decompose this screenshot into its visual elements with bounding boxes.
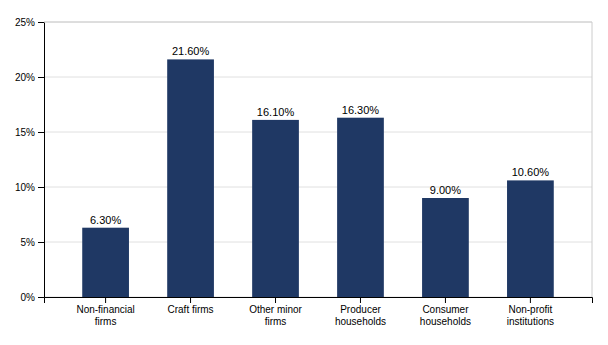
bars (82, 59, 554, 297)
tick-label-line: Producer (340, 304, 381, 315)
grid-line (44, 77, 592, 78)
tick-label-line: Other minor (249, 304, 302, 315)
axis-line (45, 298, 593, 304)
frame (592, 22, 593, 297)
x-axis: Non-financialfirmsCraft firmsOther minor… (45, 297, 593, 327)
y-axis: 0% 5% 10% 15% 20% 25% (15, 17, 45, 303)
tick: 0% (21, 292, 44, 303)
data-label: 16.30% (342, 104, 380, 116)
tick-mark (530, 297, 531, 303)
bar (252, 120, 299, 297)
chart: 0%5%10%15%20%25%Non-financialfirmsCraft … (0, 0, 608, 345)
bar (167, 59, 214, 297)
tick-label: Producerhouseholds (335, 304, 386, 327)
tick-mark (38, 22, 44, 23)
tick-label-line: Non-financial (76, 304, 134, 315)
tick-mark (38, 77, 44, 78)
bar (82, 228, 129, 297)
tick-mark (360, 297, 361, 303)
tick-mark (105, 297, 106, 303)
axis-line (38, 23, 45, 298)
data-label: 16.10% (257, 106, 295, 118)
grid (44, 22, 592, 297)
tick-label: 25% (15, 17, 35, 28)
tick: Producerhouseholds (335, 297, 386, 327)
tick-mark (275, 297, 276, 303)
tick-mark (190, 297, 191, 303)
tick-label: Other minorfirms (249, 304, 302, 327)
tick: Consumerhouseholds (420, 297, 471, 327)
tick-mark (38, 297, 44, 298)
data-label: 9.00% (430, 184, 461, 196)
tick: Craft firms (168, 297, 214, 315)
tick-label: 5% (21, 237, 36, 248)
tick: Non-financialfirms (76, 297, 134, 327)
grid-line (44, 22, 592, 23)
tick-label-line: firms (95, 316, 117, 327)
tick: 20% (15, 72, 44, 83)
tick-label-line: Non-profit (508, 304, 552, 315)
tick-mark (445, 297, 446, 303)
tick: Other minorfirms (249, 297, 302, 327)
data-label: 6.30% (90, 214, 121, 226)
plot: 0%5%10%15%20%25%Non-financialfirmsCraft … (15, 17, 593, 327)
frame (44, 22, 592, 23)
tick-mark (38, 132, 44, 133)
tick: 15% (15, 127, 44, 138)
bar (337, 118, 384, 297)
data-labels: 6.30% 21.60% 16.10% 16.30% 9.00% 10.60% (90, 45, 549, 225)
bar (422, 198, 469, 297)
tick: 25% (15, 17, 44, 28)
tick: Non-profitinstitutions (507, 297, 554, 327)
tick-mark (38, 187, 44, 188)
bar (507, 180, 554, 297)
tick-label: Non-profitinstitutions (507, 304, 554, 327)
tick-label: 0% (21, 292, 36, 303)
data-label: 21.60% (172, 45, 210, 57)
grid-line (44, 132, 592, 133)
tick-label-line: Craft firms (168, 304, 214, 315)
tick-label: 20% (15, 72, 35, 83)
tick-label-line: Consumer (422, 304, 469, 315)
tick-label: Non-financialfirms (76, 304, 134, 327)
tick-label-line: institutions (507, 316, 554, 327)
data-label: 10.60% (512, 166, 550, 178)
tick-label: Consumerhouseholds (420, 304, 471, 327)
tick-label-line: households (420, 316, 471, 327)
tick-label: 15% (15, 127, 35, 138)
tick: 10% (15, 182, 44, 193)
tick-label-line: households (335, 316, 386, 327)
tick-label-line: firms (265, 316, 287, 327)
tick-mark (38, 242, 44, 243)
tick: 5% (21, 237, 44, 248)
tick-label: Craft firms (168, 304, 214, 315)
tick-label: 10% (15, 182, 35, 193)
